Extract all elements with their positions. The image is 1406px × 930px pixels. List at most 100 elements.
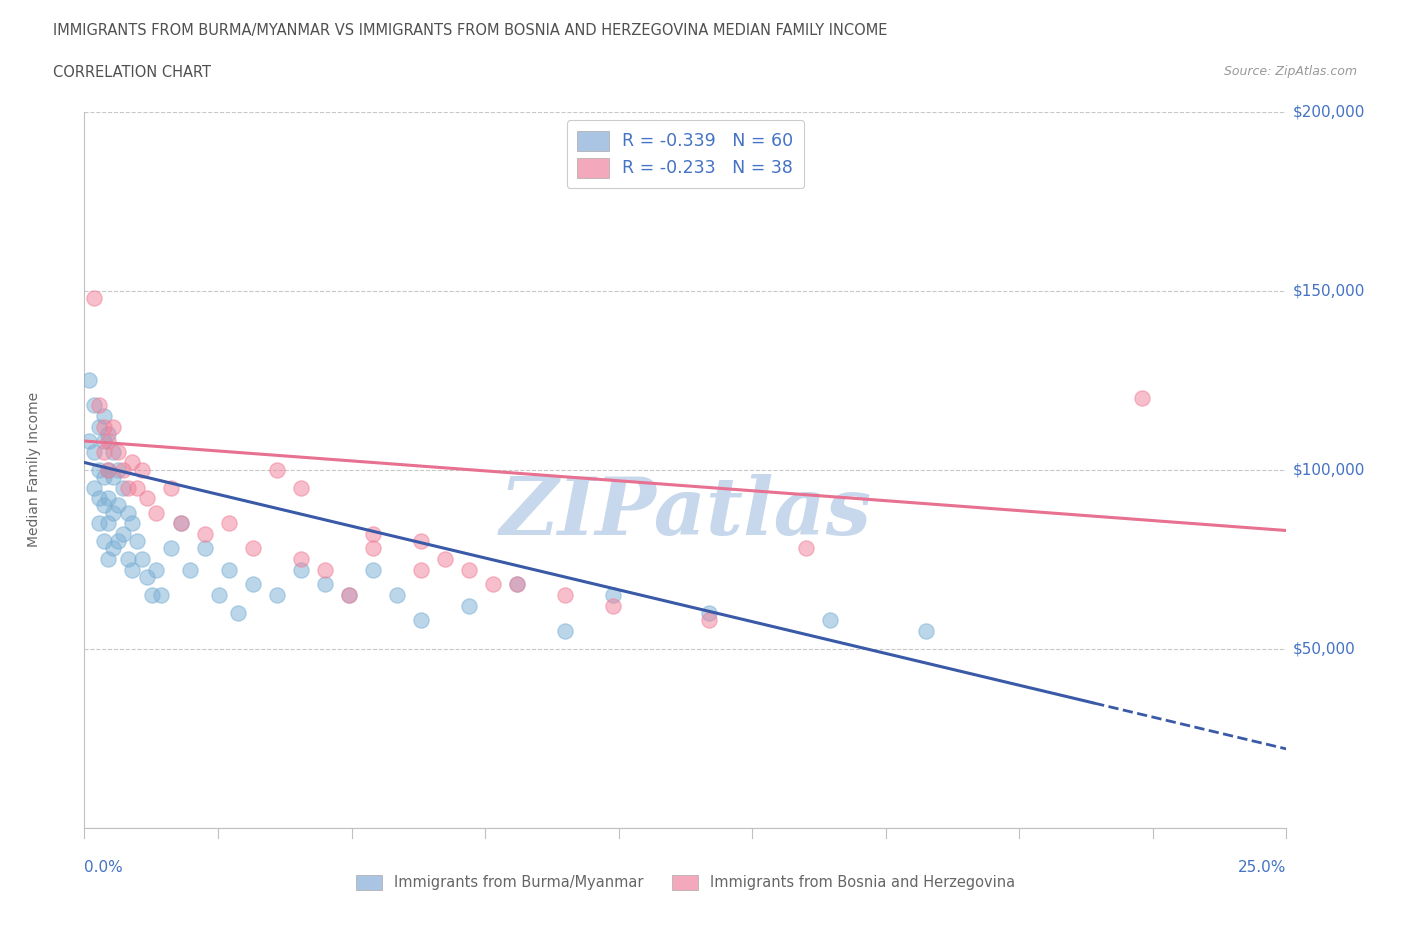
Point xyxy=(915,623,938,638)
Text: IMMIGRANTS FROM BURMA/MYANMAR VS IMMIGRANTS FROM BOSNIA AND HERZEGOVINA MEDIAN F: IMMIGRANTS FROM BURMA/MYANMAR VS IMMIGRA… xyxy=(53,23,887,38)
Point xyxy=(290,551,312,566)
Point xyxy=(97,462,120,477)
Point xyxy=(107,445,129,459)
Point xyxy=(93,534,115,549)
Point xyxy=(97,433,120,448)
Point xyxy=(1130,391,1153,405)
Point xyxy=(141,588,163,603)
Point xyxy=(77,433,100,448)
Point xyxy=(434,551,457,566)
Point xyxy=(226,605,249,620)
Point xyxy=(83,480,105,495)
Point xyxy=(93,433,115,448)
Point xyxy=(409,534,432,549)
Point xyxy=(385,588,408,603)
Point xyxy=(87,419,110,434)
Point xyxy=(506,577,529,591)
Point xyxy=(97,426,120,442)
Point xyxy=(87,398,110,413)
Point xyxy=(145,563,167,578)
Point xyxy=(83,445,105,459)
Point xyxy=(121,516,143,531)
Text: Source: ZipAtlas.com: Source: ZipAtlas.com xyxy=(1223,65,1357,78)
Text: 25.0%: 25.0% xyxy=(1239,860,1286,875)
Text: 0.0%: 0.0% xyxy=(84,860,124,875)
Point xyxy=(97,462,120,477)
Point xyxy=(242,541,264,556)
Point xyxy=(97,491,120,506)
Point xyxy=(131,551,153,566)
Point xyxy=(150,588,173,603)
Point xyxy=(699,613,721,628)
Text: CORRELATION CHART: CORRELATION CHART xyxy=(53,65,211,80)
Point xyxy=(361,526,384,541)
Point xyxy=(458,563,481,578)
Text: $100,000: $100,000 xyxy=(1292,462,1365,477)
Point xyxy=(117,505,139,520)
Point xyxy=(409,613,432,628)
Point xyxy=(111,462,134,477)
Text: $200,000: $200,000 xyxy=(1292,104,1365,119)
Point xyxy=(117,551,139,566)
Point xyxy=(337,588,360,603)
Text: $50,000: $50,000 xyxy=(1292,641,1355,657)
Point xyxy=(160,541,183,556)
Point xyxy=(131,462,153,477)
Point xyxy=(97,551,120,566)
Point xyxy=(93,470,115,485)
Point xyxy=(121,455,143,470)
Point xyxy=(554,623,576,638)
Point xyxy=(87,491,110,506)
Point xyxy=(242,577,264,591)
Point xyxy=(103,541,125,556)
Point xyxy=(127,480,149,495)
Point xyxy=(208,588,231,603)
Point xyxy=(83,290,105,305)
Point xyxy=(135,491,157,506)
Point xyxy=(290,563,312,578)
Point xyxy=(194,541,217,556)
Point xyxy=(361,541,384,556)
Text: ZIPatlas: ZIPatlas xyxy=(499,474,872,551)
Text: Median Family Income: Median Family Income xyxy=(27,392,41,547)
Point xyxy=(482,577,505,591)
Point xyxy=(97,516,120,531)
Point xyxy=(111,526,134,541)
Point xyxy=(121,563,143,578)
Point xyxy=(103,445,125,459)
Point xyxy=(314,577,336,591)
Point xyxy=(337,588,360,603)
Point xyxy=(506,577,529,591)
Point xyxy=(169,516,191,531)
Point xyxy=(290,480,312,495)
Point xyxy=(103,470,125,485)
Point xyxy=(602,598,624,613)
Point xyxy=(218,563,240,578)
Point xyxy=(107,534,129,549)
Point xyxy=(602,588,624,603)
Point xyxy=(160,480,183,495)
Point xyxy=(266,588,288,603)
Point xyxy=(103,419,125,434)
Point xyxy=(93,498,115,513)
Point xyxy=(179,563,201,578)
Point xyxy=(458,598,481,613)
Point xyxy=(145,505,167,520)
Point xyxy=(93,419,115,434)
Point xyxy=(77,373,100,388)
Point xyxy=(93,445,115,459)
Point xyxy=(314,563,336,578)
Point xyxy=(266,462,288,477)
Point xyxy=(117,480,139,495)
Point xyxy=(103,505,125,520)
Point xyxy=(409,563,432,578)
Point xyxy=(107,498,129,513)
Point xyxy=(127,534,149,549)
Point xyxy=(218,516,240,531)
Point xyxy=(87,516,110,531)
Point xyxy=(107,462,129,477)
Point xyxy=(93,408,115,423)
Point xyxy=(83,398,105,413)
Point xyxy=(87,462,110,477)
Point xyxy=(699,605,721,620)
